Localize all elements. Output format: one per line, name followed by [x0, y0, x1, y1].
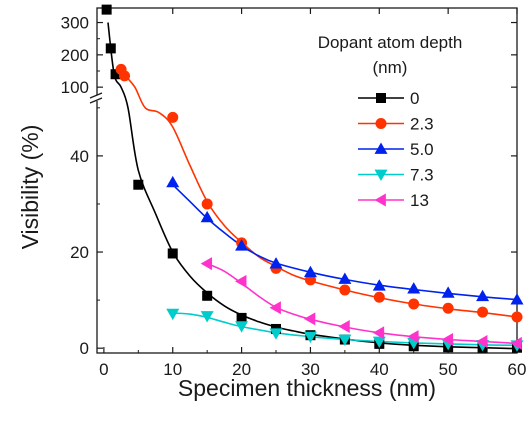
data-point-triangle-up — [166, 175, 180, 188]
y-axis-title: Visibility (%) — [17, 125, 43, 250]
data-point-triangle-down — [338, 334, 352, 347]
x-tick-label: 10 — [163, 360, 182, 379]
axis-break-mark — [89, 92, 103, 99]
data-point-triangle-left — [374, 193, 386, 207]
data-point-triangle-up — [476, 289, 490, 302]
data-point-square — [101, 4, 112, 15]
data-point-circle — [304, 274, 316, 286]
data-point-triangle-down — [166, 308, 180, 321]
data-point-triangle-left — [372, 326, 385, 340]
axis-break — [89, 92, 103, 104]
data-point-square — [133, 179, 144, 190]
data-point-circle — [119, 70, 131, 82]
data-point-triangle-left — [303, 312, 316, 326]
x-tick-label: 60 — [508, 360, 527, 379]
data-point-triangle-up — [200, 210, 214, 223]
data-point-circle — [339, 284, 351, 296]
data-point-square — [110, 69, 121, 80]
data-point-triangle-down — [374, 169, 388, 181]
fit-curve-13 — [206, 262, 518, 345]
x-axis: 0 10 20 30 40 50 60 — [99, 8, 526, 379]
data-points — [101, 4, 524, 353]
data-point-triangle-up — [407, 282, 421, 294]
x-tick-label: 0 — [99, 360, 108, 379]
data-point-circle — [511, 311, 523, 323]
data-point-circle — [477, 306, 489, 318]
legend-label-7.3: 7.3 — [410, 166, 434, 185]
y-axis: 0 20 40 100 200 300 — [61, 14, 517, 358]
data-point-circle — [408, 298, 420, 310]
data-point-triangle-down — [269, 328, 283, 340]
data-point-circle — [373, 291, 385, 303]
data-point-triangle-left — [407, 330, 419, 344]
data-point-triangle-up — [510, 293, 524, 305]
data-point-triangle-left — [200, 257, 213, 271]
data-point-triangle-left — [510, 336, 522, 350]
data-point-triangle-left — [269, 301, 281, 315]
data-point-triangle-down — [235, 321, 249, 333]
legend-label-2.3: 2.3 — [410, 115, 434, 134]
data-point-triangle-up — [269, 257, 283, 269]
legend: Dopant atom depth (nm) 0 2.3 5.0 7.3 13 — [318, 33, 463, 210]
data-point-triangle-up — [374, 142, 388, 154]
legend-items: 0 2.3 5.0 7.3 13 — [358, 89, 434, 210]
y-tick-label: 100 — [61, 78, 89, 97]
y-tick-label: 200 — [61, 46, 89, 65]
data-point-triangle-down — [303, 331, 317, 344]
legend-label-5.0: 5.0 — [410, 140, 434, 159]
y-tick-label: 0 — [80, 339, 89, 358]
data-point-square — [236, 312, 247, 323]
data-point-square — [202, 290, 213, 301]
data-point-triangle-down — [372, 336, 386, 348]
data-point-circle — [201, 198, 213, 210]
axis-break-mark — [89, 97, 103, 104]
legend-title-line1: Dopant atom depth — [318, 33, 463, 52]
legend-title-line2: (nm) — [373, 58, 408, 77]
legend-label-13: 13 — [410, 191, 429, 210]
data-point-circle — [167, 111, 179, 123]
data-point-triangle-up — [303, 265, 317, 278]
y-tick-label: 40 — [70, 147, 89, 166]
data-point-triangle-up — [441, 286, 455, 298]
data-point-circle — [442, 302, 454, 314]
x-tick-label: 30 — [301, 360, 320, 379]
y-tick-label: 20 — [70, 243, 89, 262]
x-tick-label: 40 — [370, 360, 389, 379]
y-tick-label: 300 — [61, 14, 89, 33]
x-tick-label: 20 — [232, 360, 251, 379]
data-point-triangle-up — [338, 272, 352, 284]
data-point-triangle-left — [338, 320, 350, 334]
x-axis-title: Specimen thickness (nm) — [178, 375, 436, 401]
data-point-triangle-up — [372, 279, 386, 291]
data-point-square — [376, 93, 386, 103]
axis-break-gap — [89, 95, 103, 101]
data-point-triangle-up — [235, 239, 249, 251]
x-tick-label: 50 — [439, 360, 458, 379]
fit-curve-2.3 — [120, 64, 518, 318]
legend-label-0: 0 — [410, 89, 419, 108]
data-point-square — [167, 248, 178, 259]
data-point-triangle-down — [200, 311, 214, 323]
data-point-triangle-left — [441, 333, 454, 347]
data-point-square — [105, 43, 116, 54]
data-point-triangle-left — [476, 334, 488, 348]
data-point-circle — [375, 118, 387, 129]
data-point-triangle-left — [235, 274, 247, 288]
plot-frame — [96, 7, 518, 354]
